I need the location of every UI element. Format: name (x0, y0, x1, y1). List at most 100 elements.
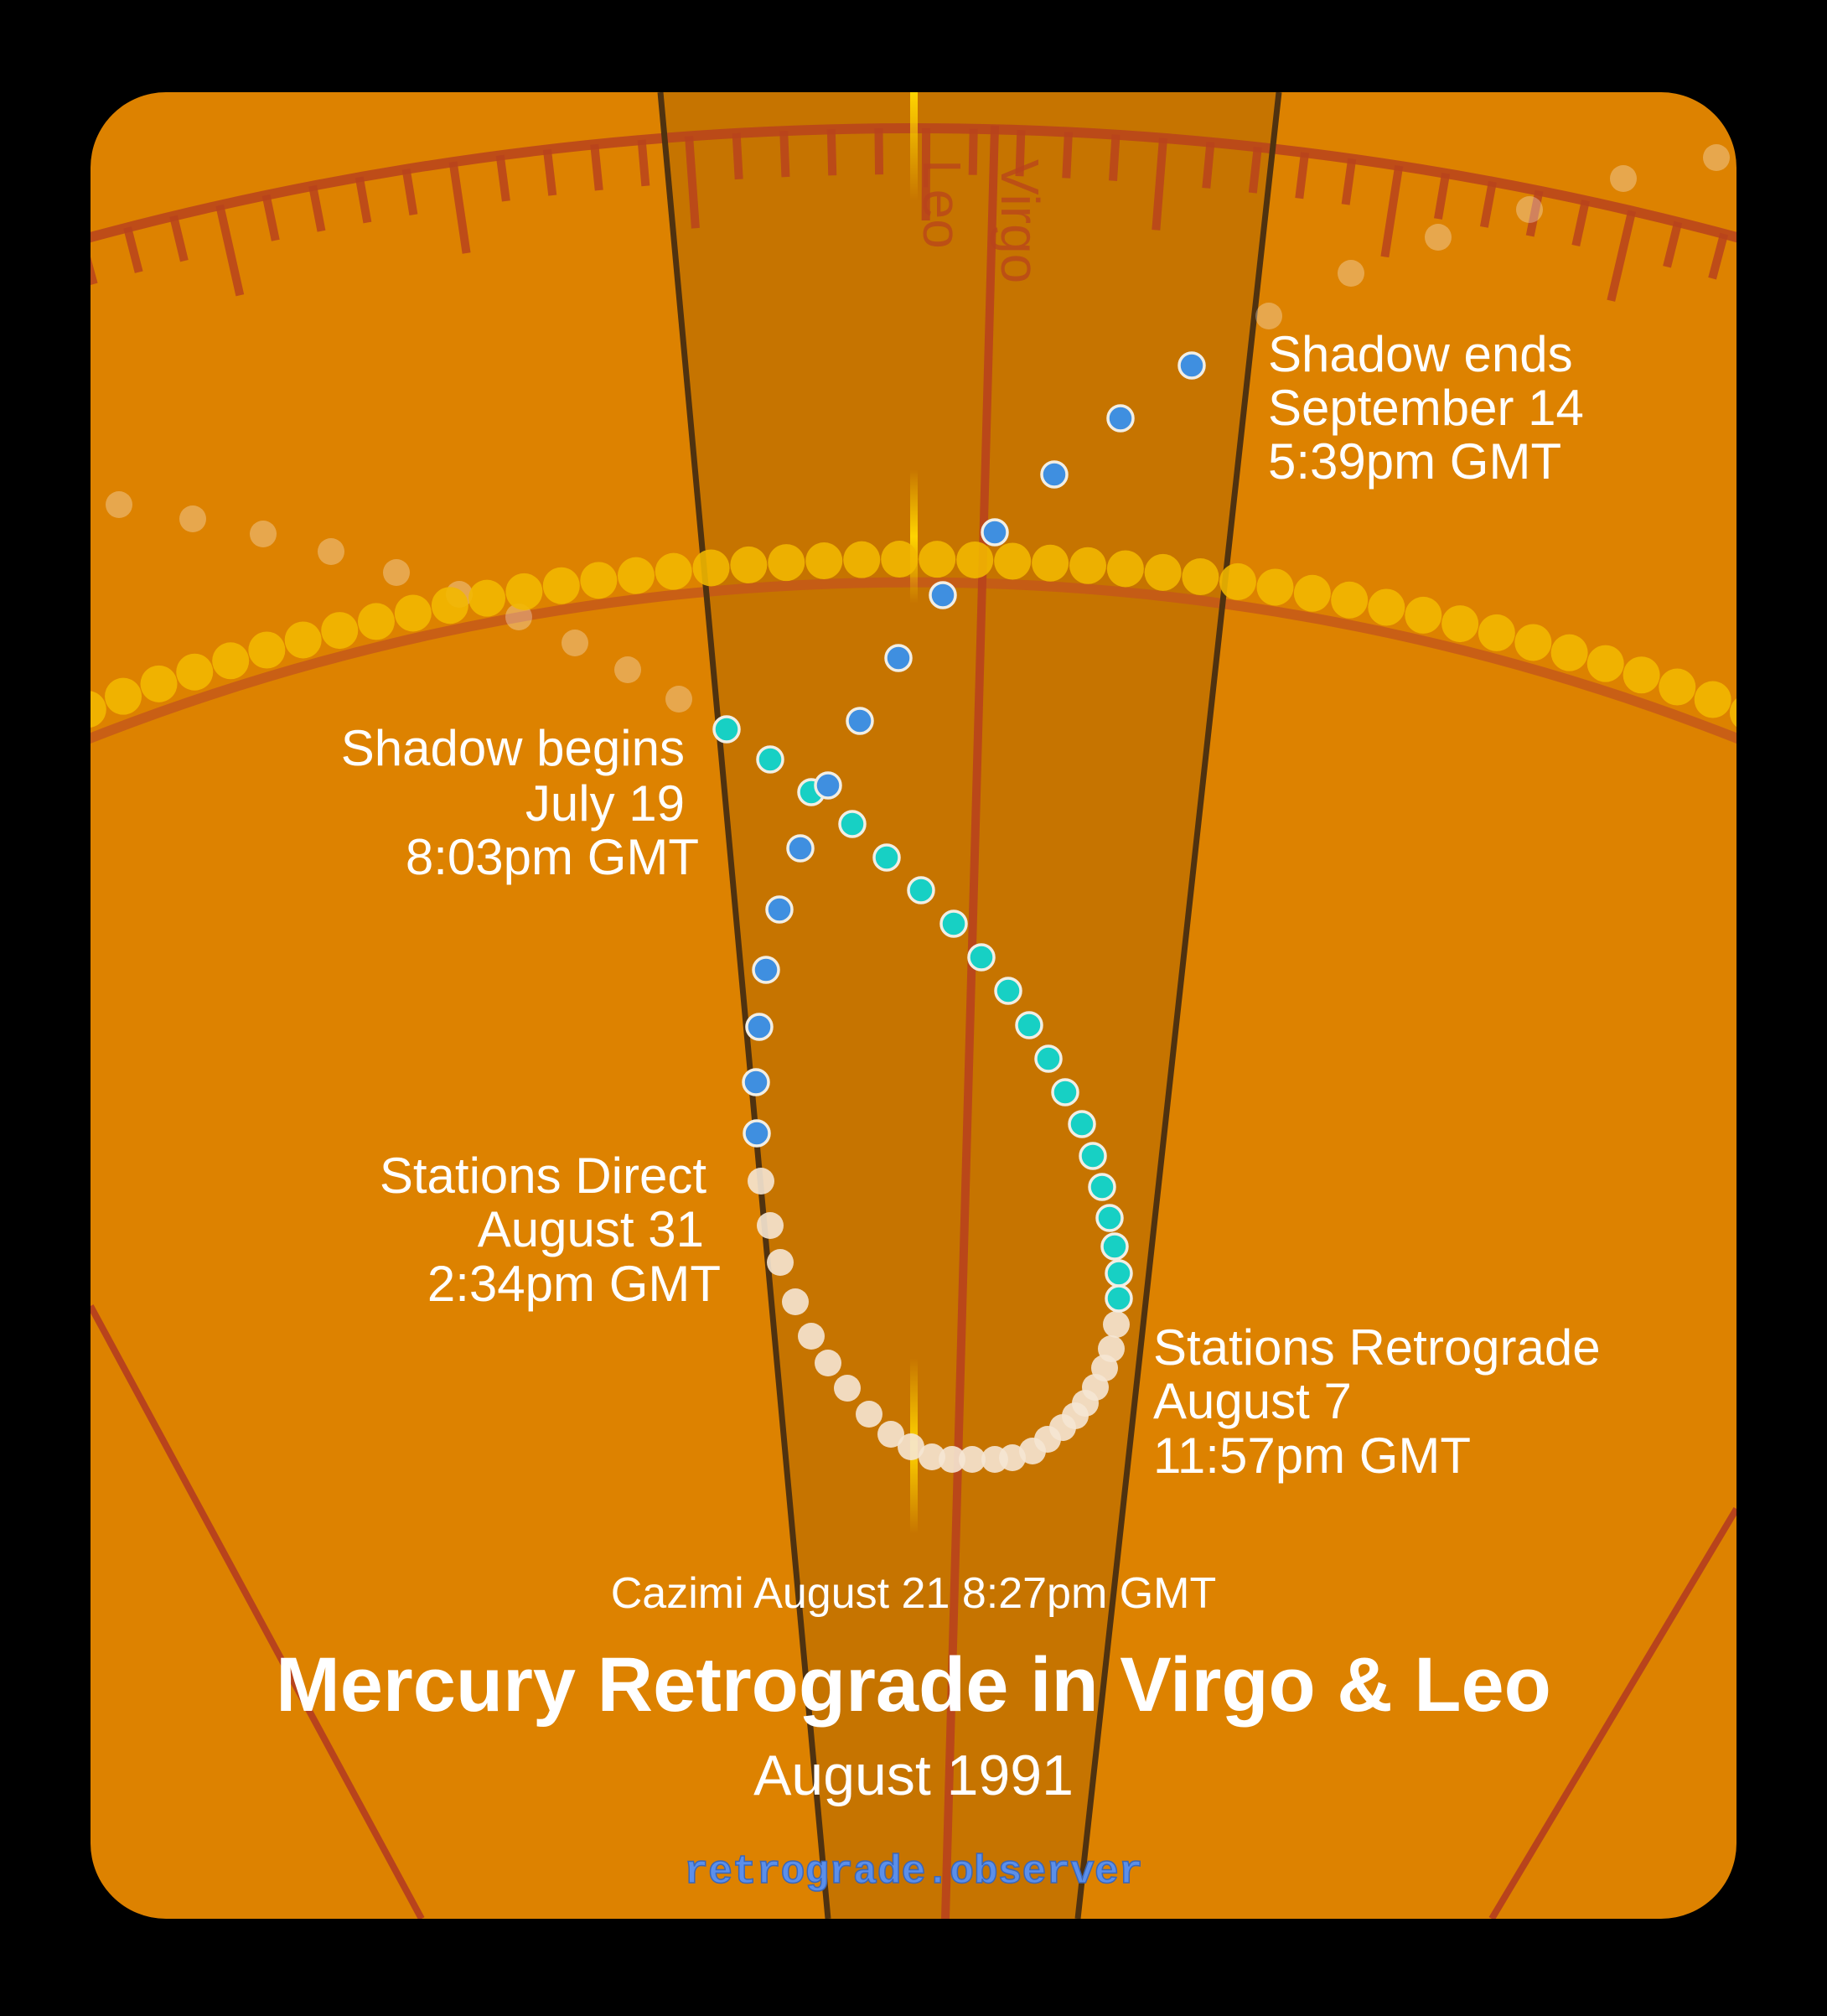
pre-shadow-dot (1106, 1286, 1131, 1311)
sun-dot (805, 542, 842, 579)
faded-dot (562, 630, 588, 656)
sun-dot (994, 542, 1031, 579)
post-shadow-dot (788, 836, 813, 861)
pre-shadow-dot (941, 911, 966, 936)
sun-dot (730, 547, 767, 583)
post-shadow-dot (815, 773, 841, 798)
faded-dot (318, 538, 344, 565)
sun-dot (1294, 575, 1331, 612)
degree-tick (1253, 147, 1258, 193)
sun-dot (505, 573, 542, 610)
sun-dot (468, 580, 505, 617)
pre-shadow-dot (1036, 1046, 1061, 1071)
pre-shadow-dot (1017, 1013, 1042, 1038)
pre-shadow-dot (1080, 1143, 1105, 1169)
faded-dot (665, 686, 692, 713)
sun-dot (1331, 582, 1368, 619)
pre-shadow-dot (1053, 1080, 1078, 1105)
degree-tick (737, 133, 739, 179)
pre-shadow-dot (840, 811, 865, 837)
sun-dot (105, 678, 142, 715)
shadow-ends-line1: Shadow ends (1268, 326, 1573, 382)
pre-shadow-dot (758, 747, 783, 772)
sun-dot (956, 542, 993, 578)
degree-tick (784, 131, 785, 177)
sun-dot (768, 544, 805, 581)
sun-dot (395, 594, 432, 631)
sign-label-leo: Leo (912, 159, 972, 249)
post-shadow-dot (886, 645, 911, 671)
stations-retrograde-line2: August 7 (1153, 1373, 1352, 1429)
pre-shadow-dot (996, 978, 1021, 1003)
faded-dot (1516, 196, 1543, 223)
post-shadow-dot (847, 708, 872, 733)
sun-dot (1219, 563, 1256, 600)
retrograde-dot (767, 1249, 794, 1276)
stations-retrograde-line1: Stations Retrograde (1153, 1319, 1601, 1376)
site-url[interactable]: retrograde.observer (684, 1850, 1142, 1895)
cazimi-label: Cazimi August 21 8:27pm GMT (611, 1569, 1217, 1618)
sun-dot (881, 541, 918, 578)
degree-tick (878, 128, 879, 174)
faded-dot (1338, 260, 1364, 287)
degree-tick (831, 129, 832, 175)
sun-dot (693, 549, 730, 586)
shadow-begins-line1: Shadow begins (341, 720, 685, 776)
shadow-ends-line3: 5:39pm GMT (1268, 433, 1561, 490)
sun-dot (618, 557, 655, 594)
stations-direct-line1: Stations Direct (380, 1148, 706, 1204)
sun-dot (1182, 558, 1219, 595)
stations-retrograde-line3: 11:57pm GMT (1153, 1428, 1471, 1484)
faded-dot (1610, 165, 1637, 192)
retrograde-dot (1103, 1311, 1130, 1338)
pre-shadow-dot (1097, 1205, 1122, 1231)
sun-dot (919, 541, 955, 578)
faded-dot (1703, 144, 1730, 171)
pre-shadow-dot (1106, 1261, 1131, 1286)
chart-subtitle: August 1991 (753, 1744, 1074, 1807)
pre-shadow-dot (874, 845, 899, 870)
post-shadow-dot (1108, 406, 1133, 431)
sun-dot (543, 567, 580, 604)
faded-dot (383, 559, 410, 586)
sun-dot (1587, 645, 1624, 682)
chart-title: Mercury Retrograde in Virgo & Leo (276, 1642, 1551, 1728)
post-shadow-dot (753, 957, 779, 982)
sun-dot (1069, 547, 1106, 584)
sun-dot (141, 666, 178, 702)
annotation-shadow-ends: Shadow ends September 14 5:39pm GMT (1268, 326, 1584, 490)
sun-dot (176, 654, 213, 691)
pre-shadow-dot (908, 878, 934, 903)
post-shadow-dot (767, 897, 792, 922)
sun-dot (655, 553, 692, 590)
sign-label-virgo: Virgo (990, 159, 1050, 283)
chart-panel: Leo Virgo Shadow ends September 14 5:39p… (0, 92, 1827, 1919)
sun-dot (432, 587, 468, 624)
post-shadow-dot (1042, 462, 1067, 487)
faded-dot (179, 505, 206, 532)
sun-dot (1478, 614, 1515, 651)
degree-tick (594, 144, 599, 190)
retrograde-dot (748, 1168, 774, 1195)
retrograde-dot (757, 1212, 784, 1239)
degree-tick (1299, 153, 1305, 199)
sun-dot (1405, 597, 1441, 634)
pre-shadow-dot (1089, 1174, 1115, 1200)
pre-shadow-dot (1102, 1234, 1127, 1259)
post-shadow-dot (930, 583, 955, 608)
sun-line-mid (910, 469, 918, 604)
shadow-ends-line2: September 14 (1268, 380, 1584, 436)
pre-shadow-dot (969, 945, 994, 970)
stations-direct-line2: August 31 (478, 1201, 704, 1257)
sun-dot (285, 621, 322, 658)
degree-tick (1113, 135, 1116, 181)
retrograde-dot (798, 1323, 825, 1350)
retrograde-dot (856, 1401, 882, 1428)
retrograde-dot (815, 1350, 841, 1376)
post-shadow-dot (744, 1121, 769, 1146)
pre-shadow-dot (714, 717, 739, 742)
retrograde-dot (834, 1375, 861, 1402)
degree-tick (500, 155, 506, 201)
degree-tick (547, 149, 552, 195)
